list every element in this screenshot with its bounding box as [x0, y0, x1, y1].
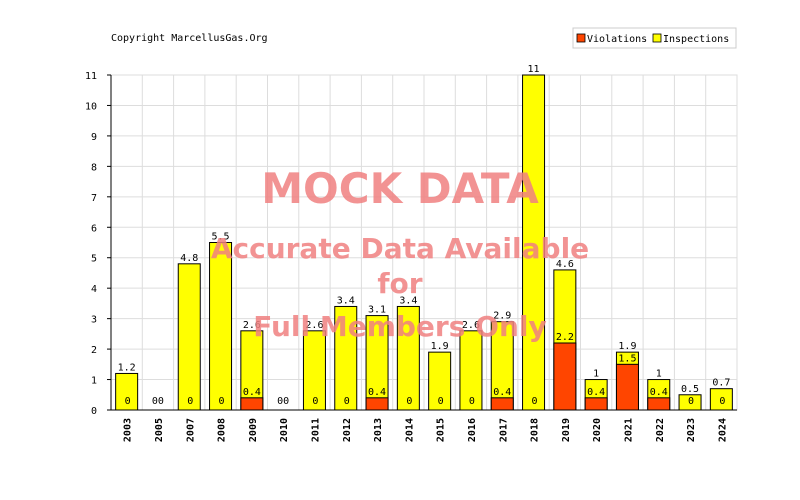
data-label-inspections: 4.8	[180, 253, 198, 264]
x-tick-label: 2013	[373, 418, 384, 442]
bar-violations	[365, 397, 389, 411]
y-tick-label: 3	[91, 315, 97, 326]
data-label-violations: 0	[219, 396, 225, 407]
bar-violations	[240, 397, 264, 411]
x-tick-label: 2016	[467, 418, 478, 442]
data-label-violations: 0.4	[587, 387, 605, 398]
y-axis: 0 1 2 3 4 5 6 7 8 9 10 11	[85, 71, 112, 417]
data-label-violations: 0	[688, 396, 694, 407]
y-tick-label: 1	[91, 376, 97, 387]
data-label-inspections: 1.9	[618, 341, 636, 352]
x-tick-label: 2019	[561, 418, 572, 442]
bar-violations	[647, 397, 671, 411]
data-label-violations: 2.2	[556, 332, 574, 343]
watermark-line-4: Full Members Only	[253, 310, 546, 343]
data-label-violations: 0.4	[368, 387, 386, 398]
data-label-violations: 0	[719, 396, 725, 407]
data-label-violations: 0.4	[243, 387, 261, 398]
data-label-violations: 1.5	[618, 353, 636, 364]
y-tick-label: 0	[91, 406, 97, 417]
data-label-violations: 0.4	[493, 387, 511, 398]
x-tick-label: 2007	[185, 418, 196, 442]
data-label-violations: 0	[406, 396, 412, 407]
copyright-text: Copyright MarcellusGas.Org	[111, 33, 268, 44]
data-label-inspections: 0.5	[681, 384, 699, 395]
bar-inspections	[209, 242, 233, 411]
y-tick-label: 2	[91, 345, 97, 356]
data-label-inspections: 3.1	[368, 305, 386, 316]
watermark-line-2: Accurate Data Available	[211, 232, 589, 265]
data-label-inspections: 3.4	[399, 295, 417, 306]
data-label-inspections: 0.7	[712, 378, 730, 389]
bars: 1.20 0 04.805.502.60.40 02.603.403.10.43.40…	[115, 64, 733, 411]
data-label-violations: 0	[438, 396, 444, 407]
bar-violations	[615, 363, 639, 411]
x-tick-label: 2003	[123, 418, 134, 442]
data-label-violations: 0	[344, 396, 350, 407]
data-label-violations: 0	[152, 396, 158, 407]
x-tick-label: 2024	[717, 418, 728, 442]
data-label-inspections: 1.2	[118, 362, 136, 373]
x-tick-label: 2017	[498, 418, 509, 442]
data-label-inspections: 2.9	[493, 311, 511, 322]
data-label-violations: 0	[312, 396, 318, 407]
x-tick-label: 2022	[655, 418, 666, 442]
x-tick-label: 2014	[404, 418, 415, 442]
data-label-violations: 0	[469, 396, 475, 407]
y-tick-label: 8	[91, 162, 97, 173]
legend-swatch-violations	[576, 33, 586, 43]
bar-violations	[584, 397, 608, 411]
y-tick-label: 7	[91, 193, 97, 204]
y-tick-label: 10	[85, 101, 97, 112]
y-tick-label: 5	[91, 254, 97, 265]
data-label-violations: 0	[187, 396, 193, 407]
data-label-inspections: 4.6	[556, 259, 574, 270]
data-label-inspections: 0	[158, 396, 164, 407]
bar-violations	[490, 397, 514, 411]
legend-label-violations: Violations	[587, 34, 647, 45]
data-label-violations: 0	[125, 396, 131, 407]
watermark-line-3: for	[377, 267, 422, 300]
x-tick-label: 2023	[686, 418, 697, 442]
y-tick-label: 9	[91, 132, 97, 143]
bar-violations	[553, 342, 577, 411]
legend: Violations Inspections	[572, 27, 737, 49]
bar-inspections	[177, 263, 201, 411]
x-tick-label: 2018	[530, 418, 541, 442]
x-tick-label: 2020	[592, 418, 603, 442]
x-tick-label: 2012	[342, 418, 353, 442]
data-label-inspections: 0	[283, 396, 289, 407]
x-tick-label: 2011	[310, 418, 321, 442]
y-tick-label: 4	[91, 284, 97, 295]
x-tick-label: 2015	[436, 418, 447, 442]
data-label-inspections: 1	[656, 369, 662, 380]
x-tick-label: 2021	[623, 418, 634, 442]
y-tick-label: 6	[91, 223, 97, 234]
x-tick-label: 2005	[154, 418, 165, 442]
data-label-inspections: 5.5	[212, 232, 230, 243]
data-label-inspections: 3.4	[337, 295, 355, 306]
x-tick-label: 2008	[217, 418, 228, 442]
data-label-inspections: 11	[528, 64, 540, 75]
watermark-line-1: MOCK DATA	[261, 164, 539, 213]
data-label-violations: 0.4	[650, 387, 668, 398]
legend-label-inspections: Inspections	[663, 34, 729, 45]
legend-swatch-inspections	[652, 33, 662, 43]
data-label-inspections: 2.6	[462, 320, 480, 331]
data-label-inspections: 1	[593, 369, 599, 380]
y-tick-label: 11	[85, 71, 97, 82]
x-tick-label: 2009	[248, 418, 259, 442]
data-label-inspections: 2.6	[243, 320, 261, 331]
x-axis: 2003 2005 2007 2008 2009 2010 2011 2012 2013 2014…	[111, 409, 737, 442]
data-label-inspections: 1.9	[431, 341, 449, 352]
data-label-violations: 0	[277, 396, 283, 407]
data-label-violations: 0	[532, 396, 538, 407]
watermark: MOCK DATA Accurate Data Available for Fu…	[211, 164, 589, 343]
data-label-inspections: 2.6	[305, 320, 323, 331]
x-tick-label: 2010	[279, 418, 290, 442]
